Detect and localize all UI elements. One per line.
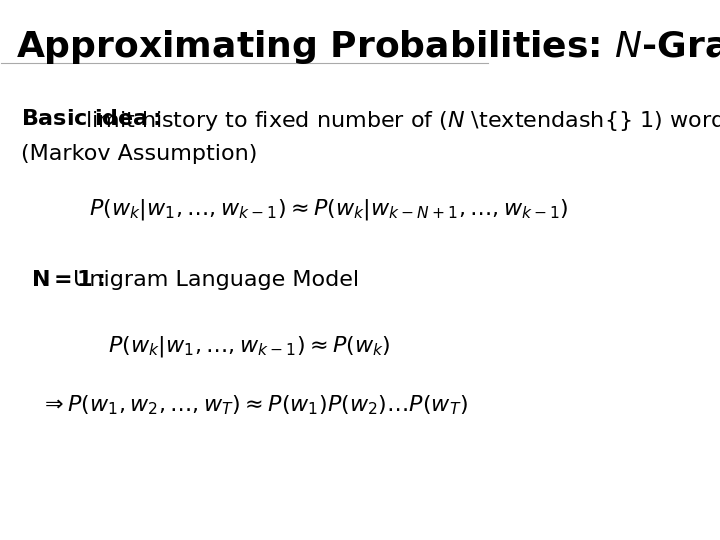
Text: (Markov Assumption): (Markov Assumption) (21, 144, 257, 164)
Text: Unigram Language Model: Unigram Language Model (66, 270, 359, 290)
Text: $P(w_k|w_1,\ldots,w_{k-1}) \approx P(w_k|w_{k-N+1},\ldots,w_{k-1})$: $P(w_k|w_1,\ldots,w_{k-1}) \approx P(w_k… (89, 198, 569, 222)
Text: Approximating Probabilities: $\mathit{N}$-Grams: Approximating Probabilities: $\mathit{N}… (16, 28, 720, 66)
Text: limit history to fixed number of ($N$ \textendash{} 1) words: limit history to fixed number of ($N$ \t… (78, 109, 720, 133)
Text: $\Rightarrow P(w_1, w_2,\ldots,w_T) \approx P(w_1)P(w_2)\ldots P(w_T)$: $\Rightarrow P(w_1, w_2,\ldots,w_T) \app… (40, 394, 468, 417)
Text: $P(w_k|w_1,\ldots,w_{k-1}) \approx P(w_k)$: $P(w_k|w_1,\ldots,w_{k-1}) \approx P(w_k… (109, 334, 391, 360)
Text: $\mathbf{N=1:}$: $\mathbf{N=1:}$ (30, 270, 104, 290)
Text: $\mathbf{Basic\ idea:}$: $\mathbf{Basic\ idea:}$ (21, 109, 161, 129)
